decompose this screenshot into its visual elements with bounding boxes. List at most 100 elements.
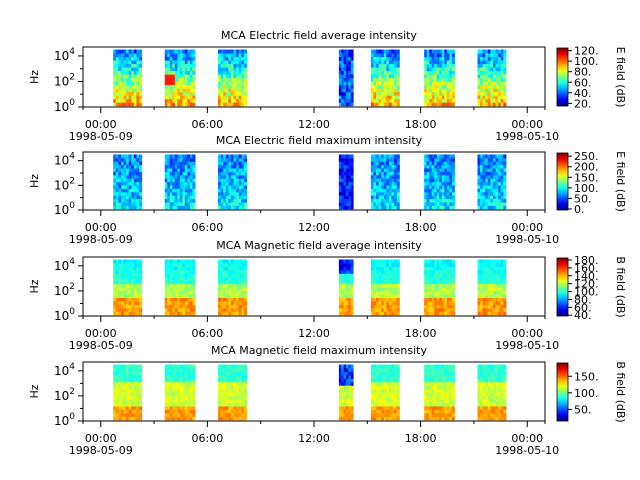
spectrogram-cell xyxy=(167,276,171,281)
spectrogram-cell xyxy=(482,307,486,312)
spectrogram-cell xyxy=(243,81,247,86)
y-axis-label: Hz xyxy=(28,384,41,398)
spectrogram-cell xyxy=(338,168,342,172)
spectrogram-cell xyxy=(426,181,430,186)
spectrogram-cell xyxy=(223,367,227,372)
spectrogram-cell xyxy=(187,91,191,96)
spectrogram-cell xyxy=(115,81,119,86)
spectrogram-cell xyxy=(431,81,435,86)
spectrogram-cell xyxy=(120,269,125,274)
spectrogram-cell xyxy=(436,273,440,278)
spectrogram-cell xyxy=(136,53,140,58)
spectrogram-cell xyxy=(394,171,398,176)
spectrogram-cell xyxy=(238,381,242,386)
spectrogram-cell xyxy=(225,311,229,316)
spectrogram-cell xyxy=(230,307,235,312)
spectrogram-cell xyxy=(487,409,491,414)
spectrogram-cell xyxy=(490,283,494,288)
spectrogram-cell xyxy=(238,294,242,298)
spectrogram-cell xyxy=(477,300,481,305)
spectrogram-cell xyxy=(396,157,400,162)
spectrogram-cell xyxy=(386,67,390,72)
spectrogram-cell xyxy=(120,416,125,421)
spectrogram-cell xyxy=(123,201,127,206)
spectrogram-cell xyxy=(482,178,486,183)
spectrogram-cell xyxy=(477,276,481,281)
spectrogram-cell xyxy=(128,171,132,176)
spectrogram-cell xyxy=(164,416,168,421)
spectrogram-cell xyxy=(343,412,347,417)
spectrogram-cell xyxy=(477,280,481,285)
spectrogram-cell xyxy=(182,367,186,372)
spectrogram-cell xyxy=(338,195,342,200)
spectrogram-cell xyxy=(169,290,173,295)
spectrogram-cell xyxy=(388,392,393,397)
spectrogram-cell xyxy=(139,88,143,93)
spectrogram-cell xyxy=(451,388,455,393)
spectrogram-cell xyxy=(338,181,342,186)
spectrogram-cell xyxy=(174,185,178,189)
spectrogram-cell xyxy=(133,195,137,200)
spectrogram-cell xyxy=(434,416,438,421)
spectrogram-cell xyxy=(495,273,499,278)
spectrogram-cell xyxy=(477,405,481,410)
spectrogram-cell xyxy=(164,266,168,271)
spectrogram-cell xyxy=(487,178,491,183)
spectrogram-cell xyxy=(446,405,450,410)
spectrogram-cell xyxy=(503,188,507,193)
spectrogram-cell xyxy=(118,259,122,264)
spectrogram-cell xyxy=(480,273,484,278)
spectrogram-cell xyxy=(446,409,450,414)
spectrogram-cell xyxy=(378,74,382,79)
spectrogram-cell xyxy=(136,168,140,172)
spectrogram-cell xyxy=(487,364,491,369)
spectrogram-cell xyxy=(441,311,445,316)
spectrogram-cell xyxy=(241,164,245,169)
spectrogram-cell xyxy=(480,266,484,271)
spectrogram-cell xyxy=(228,416,232,421)
spectrogram-cell xyxy=(446,63,450,68)
spectrogram-cell xyxy=(348,56,352,61)
spectrogram-cell xyxy=(189,290,193,295)
spectrogram-cell xyxy=(241,287,245,292)
spectrogram-cell xyxy=(451,98,455,103)
spectrogram-cell xyxy=(429,171,433,176)
spectrogram-cell xyxy=(174,259,178,264)
spectrogram-cell xyxy=(238,164,242,169)
spectrogram-cell xyxy=(338,63,342,68)
spectrogram-cell xyxy=(436,154,440,159)
spectrogram-cell xyxy=(503,280,507,285)
spectrogram-cell xyxy=(436,74,440,79)
spectrogram-cell xyxy=(131,188,135,193)
axes-frame xyxy=(82,256,546,317)
spectrogram-cell xyxy=(495,70,499,75)
spectrogram-cell xyxy=(218,402,222,407)
spectrogram-cell xyxy=(394,95,398,100)
spectrogram-cell xyxy=(394,269,398,274)
spectrogram-cell xyxy=(490,273,494,278)
spectrogram-cell xyxy=(223,381,227,386)
spectrogram-cell xyxy=(350,63,354,68)
spectrogram-cell xyxy=(495,266,499,271)
spectrogram-cell xyxy=(485,283,489,288)
spectrogram-cell xyxy=(441,269,445,274)
spectrogram-cell xyxy=(189,399,193,403)
spectrogram-cell xyxy=(436,259,440,264)
spectrogram-cell xyxy=(343,297,347,302)
spectrogram-cell xyxy=(376,294,380,298)
spectrogram-cell xyxy=(441,276,445,281)
spectrogram-cell xyxy=(120,399,125,403)
spectrogram-cell xyxy=(177,269,181,274)
spectrogram-cell xyxy=(241,67,245,72)
spectrogram-cell xyxy=(189,60,193,65)
spectrogram-cell xyxy=(164,381,168,386)
spectrogram-cell xyxy=(446,276,450,281)
spectrogram-cell xyxy=(480,53,484,58)
spectrogram-cell xyxy=(126,102,130,107)
spectrogram-cell xyxy=(439,269,443,274)
spectrogram-cell xyxy=(439,157,443,162)
spectrogram-cell xyxy=(477,307,481,312)
spectrogram-cell xyxy=(449,367,453,372)
spectrogram-cell xyxy=(225,294,229,298)
spectrogram-cell xyxy=(431,381,435,386)
